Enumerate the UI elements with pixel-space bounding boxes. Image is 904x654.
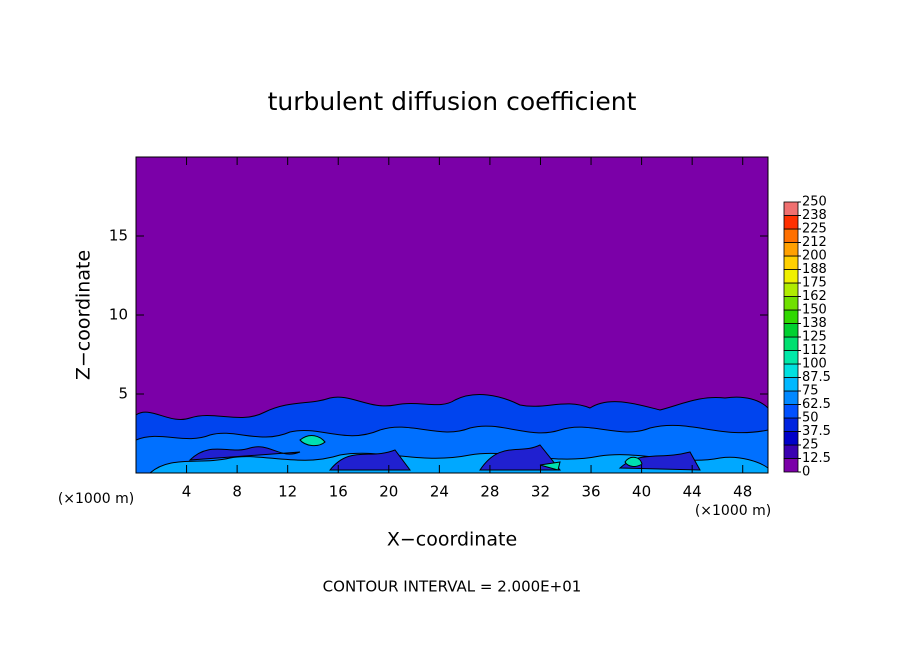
x-tick-label: 32 [531,483,550,501]
x-axis-label: X−coordinate [387,529,517,551]
y-tick-label: 10 [109,306,128,324]
field-region [299,435,643,471]
colorbar-band [783,201,799,216]
colorbar-band [783,390,799,405]
colorbar-band [783,336,799,351]
colorbar-label: 112 [802,343,827,358]
y-axis-label: Z−coordinate [73,250,95,380]
colorbar-band [783,377,799,392]
colorbar-label: 100 [802,357,827,372]
x-tick-label: 36 [581,483,600,501]
colorbar-band [783,269,799,284]
colorbar-band [783,444,799,459]
colorbar-band [783,417,799,432]
colorbar-band [783,431,799,446]
colorbar-band [783,363,799,378]
colorbar-band [783,215,799,230]
colorbar-band [783,404,799,419]
colorbar-band [783,458,799,473]
colorbar-label: 138 [802,316,827,331]
colorbar-label: 175 [802,276,827,291]
colorbar-label: 188 [802,262,827,277]
colorbar-label: 62.5 [802,397,831,412]
y-tick-label: 15 [109,227,128,245]
colorbar-label: 238 [802,208,827,223]
colorbar-label: 125 [802,330,827,345]
x-tick-label: 20 [379,483,398,501]
colorbar-label: 250 [802,195,827,210]
x-tick-label: 28 [480,483,499,501]
colorbar-label: 150 [802,303,827,318]
colorbar-band [783,309,799,324]
colorbar-label: 0 [802,465,810,480]
colorbar-band [783,242,799,257]
colorbar-label: 37.5 [802,424,831,439]
colorbar-band [783,255,799,270]
colorbar-label: 225 [802,222,827,237]
chart-title: turbulent diffusion coefficient [268,87,637,116]
x-tick-label: 12 [278,483,297,501]
x-tick-label: 8 [232,483,242,501]
x-unit-label: (×1000 m) [695,503,771,519]
colorbar-label: 162 [802,289,827,304]
colorbar-label: 25 [802,438,819,453]
colorbar-label: 212 [802,235,827,250]
x-tick-label: 44 [683,483,702,501]
x-tick-label: 48 [733,483,752,501]
y-tick-label: 5 [118,385,128,403]
colorbar-label: 50 [802,411,819,426]
x-unit-label: (×1000 m) [58,491,134,507]
field-region [148,452,769,474]
colorbar-band [783,350,799,365]
colorbar-label: 87.5 [802,370,831,385]
colorbar-band [783,228,799,243]
colorbar-band [783,296,799,311]
footer-note: CONTOUR INTERVAL = 2.000E+01 [323,578,582,596]
x-tick-label: 4 [182,483,192,501]
x-tick-label: 24 [430,483,449,501]
colorbar-band [783,282,799,297]
field-region [188,444,701,471]
x-tick-label: 16 [329,483,348,501]
x-tick-label: 40 [632,483,651,501]
colorbar-band [783,323,799,338]
colorbar-label: 12.5 [802,451,831,466]
colorbar-label: 200 [802,249,827,264]
colorbar-label: 75 [802,384,819,399]
plot-field [135,157,769,474]
